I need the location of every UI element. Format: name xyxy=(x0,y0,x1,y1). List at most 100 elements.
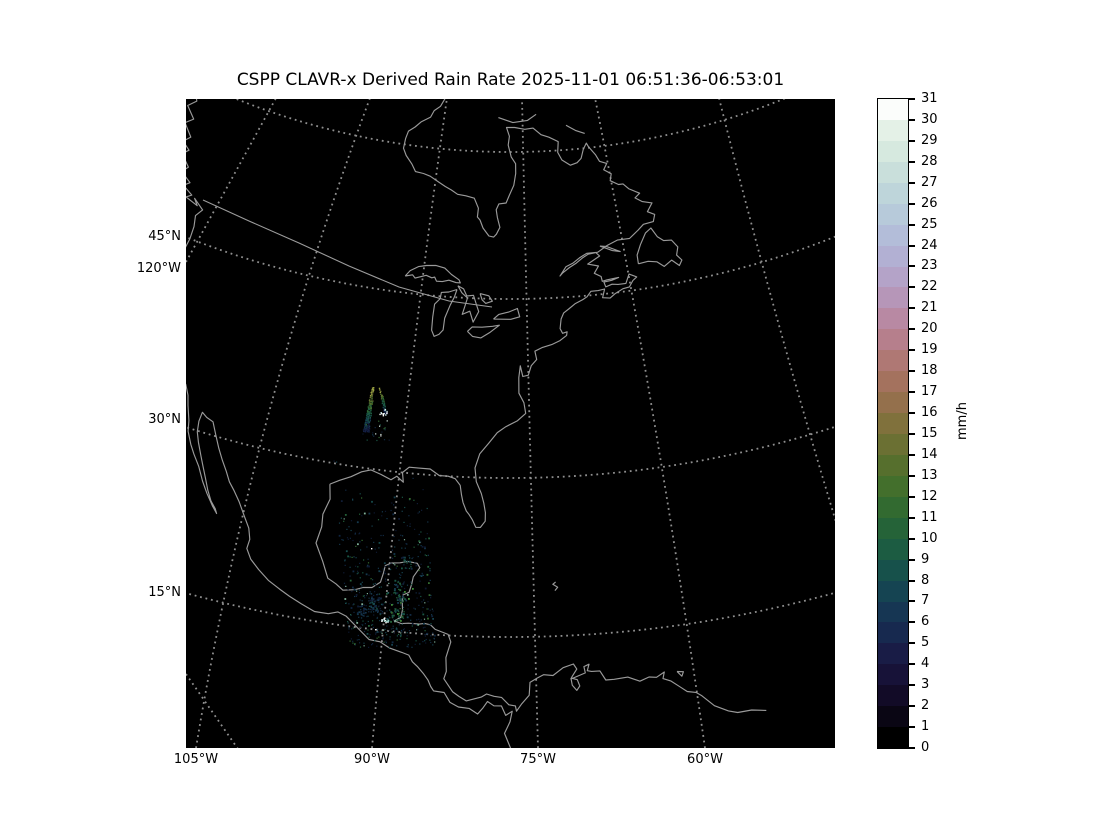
colorbar-tick-mark xyxy=(908,160,915,163)
coastline-ontario xyxy=(493,307,521,320)
colorbar-tick-label: 14 xyxy=(921,446,938,462)
colorbar-tick-label: 11 xyxy=(921,509,938,525)
x-axis-tick-label: 60°W xyxy=(687,752,723,767)
coastline-arctic-fragment-b xyxy=(565,124,585,134)
colorbar-segment xyxy=(878,224,908,246)
colorbar-tick-mark xyxy=(908,600,915,603)
colorbar-tick-label: 16 xyxy=(921,405,938,421)
colorbar-tick-label: 30 xyxy=(921,111,938,127)
colorbar-tick-mark xyxy=(908,286,915,289)
colorbar-tick-mark xyxy=(908,370,915,373)
colorbar-tick-mark xyxy=(908,412,915,415)
coastline-pacific xyxy=(186,99,513,748)
colorbar-tick-mark xyxy=(908,223,915,226)
y-axis-tick-label: 45°N xyxy=(148,229,181,244)
terminator-line xyxy=(202,199,493,308)
colorbar-tick-label: 31 xyxy=(921,91,938,106)
colorbar-segment xyxy=(878,517,908,539)
colorbar-segment xyxy=(878,182,908,204)
colorbar-segment xyxy=(878,643,908,665)
colorbar-segment xyxy=(878,287,908,309)
colorbar-segment xyxy=(878,203,908,225)
colorbar-segment xyxy=(878,245,908,267)
coastline-east-coast xyxy=(329,99,656,528)
colorbar-tick-mark xyxy=(908,495,915,498)
colorbar-tick-label: 3 xyxy=(921,677,930,693)
colorbar-tick-mark xyxy=(908,705,915,708)
colorbar-segment xyxy=(878,496,908,518)
colorbar-segment xyxy=(878,601,908,623)
colorbar-segment xyxy=(878,308,908,330)
colorbar-segment xyxy=(878,329,908,351)
coastline-arctic-fragment-a xyxy=(498,113,537,124)
x-axis-tick-label: 105°W xyxy=(173,752,219,767)
coastline-newfoundland xyxy=(636,227,683,267)
colorbar-tick-mark xyxy=(908,202,915,205)
colorbar-tick-label: 2 xyxy=(921,698,930,714)
longitude-gridline xyxy=(195,99,371,748)
rain-rate-pixels xyxy=(333,387,436,649)
colorbar-tick-mark xyxy=(908,139,915,142)
colorbar-tick-label: 1 xyxy=(921,719,930,735)
colorbar-tick-mark xyxy=(908,516,915,519)
colorbar-segment xyxy=(878,664,908,686)
colorbar-tick-label: 13 xyxy=(921,467,938,483)
colorbar-tick-mark xyxy=(908,579,915,582)
coastline-huron xyxy=(457,285,480,323)
latitude-gridline xyxy=(186,235,835,300)
colorbar-tick-mark xyxy=(908,265,915,268)
colorbar-segment xyxy=(878,413,908,434)
colorbar-tick-label: 18 xyxy=(921,363,938,379)
coastline-atlantic-gulf xyxy=(315,484,767,714)
colorbar-tick-mark xyxy=(908,181,915,184)
map-canvas xyxy=(186,99,835,748)
colorbar-tick-label: 10 xyxy=(921,530,938,546)
coastline-lake-maracaibo xyxy=(570,677,581,691)
colorbar-tick-label: 24 xyxy=(921,237,938,253)
coastline-georgian xyxy=(479,293,493,304)
colorbar-tick-label: 9 xyxy=(921,551,930,567)
colorbar-tick-label: 17 xyxy=(921,384,938,400)
colorbar-segment xyxy=(878,454,908,476)
colorbar-tick-mark xyxy=(908,432,915,435)
colorbar-tick-mark xyxy=(908,391,915,394)
coastline-superior xyxy=(404,264,461,284)
colorbar-tick-label: 29 xyxy=(921,132,938,148)
colorbar-tick-mark xyxy=(908,621,915,624)
colorbar-segment xyxy=(878,350,908,372)
latitude-gridline xyxy=(186,591,835,638)
latitude-gridline xyxy=(234,99,786,153)
colorbar-tick-mark xyxy=(908,244,915,247)
colorbar-segment xyxy=(878,559,908,581)
colorbar-tick-label: 25 xyxy=(921,216,938,232)
colorbar-tick-mark xyxy=(908,453,915,456)
x-axis-tick-label: 90°W xyxy=(354,752,390,767)
colorbar-tick-mark xyxy=(908,663,915,666)
colorbar-segment xyxy=(878,475,908,497)
colorbar-tick-label: 8 xyxy=(921,572,930,588)
colorbar-tick-mark xyxy=(908,642,915,645)
colorbar-segment xyxy=(878,371,908,393)
colorbar-tick-label: 27 xyxy=(921,174,938,190)
colorbar-unit-label: mm/h xyxy=(955,402,970,440)
coastline-trinidad xyxy=(676,670,684,677)
colorbar-tick-label: 0 xyxy=(921,740,930,755)
colorbar-segment xyxy=(878,538,908,560)
colorbar-tick-label: 19 xyxy=(921,342,938,358)
colorbar-tick-label: 12 xyxy=(921,488,938,504)
colorbar-tick-mark xyxy=(908,726,915,729)
coastline-erie xyxy=(466,324,500,339)
colorbar-segment xyxy=(878,434,908,455)
colorbar-tick-mark xyxy=(908,328,915,331)
colorbar-tick-mark xyxy=(908,684,915,687)
colorbar-tick-mark xyxy=(908,747,915,749)
coastline-michigan xyxy=(431,288,458,337)
colorbar-tick-mark xyxy=(908,98,915,100)
colorbar-tick-label: 26 xyxy=(921,195,938,211)
colorbar-segment xyxy=(878,706,908,728)
colorbar-segment xyxy=(878,161,908,183)
colorbar-tick-label: 4 xyxy=(921,656,930,672)
longitude-gridline xyxy=(594,99,706,748)
longitude-gridline xyxy=(371,99,448,748)
